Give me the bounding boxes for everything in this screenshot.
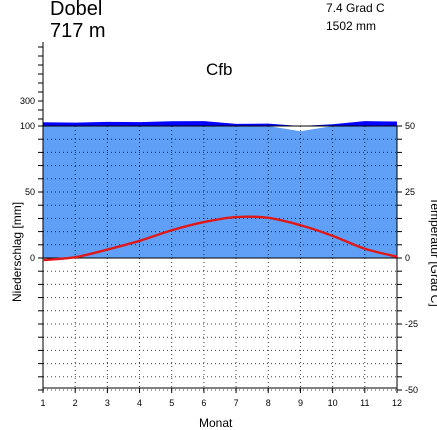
climate-classification: Cfb [206, 60, 233, 79]
right-tick-label: -50 [405, 385, 418, 395]
left-tick-label: 100 [20, 121, 35, 131]
right-tick-label: 25 [405, 187, 415, 197]
left-tick-label: 50 [25, 187, 35, 197]
annual-precipitation: 1502 mm [326, 19, 377, 33]
right-tick-label: 0 [405, 253, 410, 263]
left-tick-label: 0 [30, 253, 35, 263]
x-tick-label: 12 [392, 398, 402, 408]
station-name: Dobel [50, 0, 103, 20]
precipitation-excess-area [43, 121, 397, 126]
x-tick-label: 11 [360, 398, 369, 408]
x-tick-label: 8 [266, 398, 271, 408]
right-tick-label: 50 [405, 121, 415, 131]
x-tick-label: 2 [73, 398, 78, 408]
x-tick-label: 1 [40, 398, 45, 408]
left-tick-label: 300 [20, 96, 35, 106]
x-tick-label: 10 [328, 398, 338, 408]
right-tick-label: -25 [405, 319, 418, 329]
x-tick-label: 7 [234, 398, 239, 408]
x-tick-label: 3 [105, 398, 110, 408]
mean-temperature: 7.4 Grad C [326, 1, 385, 15]
x-axis-label: Monat [199, 416, 233, 430]
y-axis-right-label: Temperatur [Grad C] [428, 197, 437, 307]
y-axis-left-label: Niederschlag [mm] [10, 201, 24, 302]
x-tick-label: 4 [137, 398, 142, 408]
temperature-line [42, 215, 398, 262]
x-tick-label: 5 [169, 398, 174, 408]
x-tick-label: 6 [201, 398, 206, 408]
station-elevation: 717 m [50, 20, 106, 42]
x-tick-label: 9 [298, 398, 303, 408]
